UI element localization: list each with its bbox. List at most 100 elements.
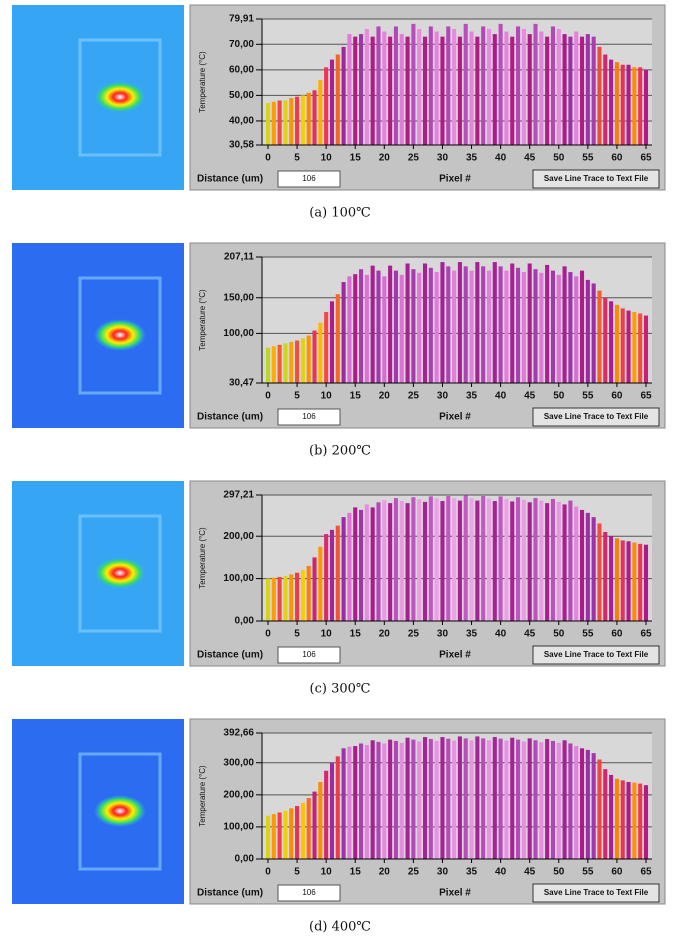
distance-value: 106	[302, 174, 316, 183]
save-button[interactable]	[532, 883, 660, 903]
x-tick-label: 50	[553, 153, 565, 164]
x-tick-label: 15	[350, 867, 362, 878]
bar	[364, 504, 369, 621]
bar	[620, 308, 625, 383]
bar	[504, 270, 509, 383]
bar	[452, 270, 457, 383]
bar	[539, 500, 544, 621]
x-tick-label: 55	[582, 391, 594, 402]
y-tick-label: 50,00	[229, 90, 254, 101]
bar	[620, 64, 625, 145]
bar	[446, 266, 451, 383]
bar	[277, 812, 282, 859]
bar	[370, 36, 375, 146]
save-button[interactable]	[532, 407, 660, 427]
bar	[603, 54, 608, 145]
distance-input[interactable]	[277, 884, 341, 902]
distance-input[interactable]	[277, 646, 341, 664]
distance-input[interactable]	[277, 408, 341, 426]
bar	[417, 741, 422, 859]
bar	[516, 497, 521, 621]
bar	[533, 498, 538, 621]
bar	[399, 34, 404, 146]
y-tick-label: 392,66	[223, 728, 254, 739]
bar	[469, 498, 474, 621]
save-button-label: Save Line Trace to Text File	[544, 888, 649, 897]
x-tick-label: 15	[350, 391, 362, 402]
bar	[550, 270, 555, 383]
bar	[603, 531, 608, 621]
bar	[382, 31, 387, 145]
x-tick-label: 50	[553, 629, 565, 640]
bar	[504, 498, 509, 621]
bar	[527, 34, 532, 146]
bar	[359, 34, 364, 146]
x-tick-label: 35	[466, 629, 478, 640]
bar	[545, 264, 550, 383]
caption: (d) 400℃	[309, 920, 371, 935]
bar	[300, 570, 305, 621]
bar	[626, 541, 631, 621]
bar	[568, 500, 573, 621]
bar	[469, 31, 474, 145]
distance-value: 106	[302, 888, 316, 897]
bar	[556, 501, 561, 621]
x-tick-label: 10	[321, 391, 333, 402]
bar	[475, 36, 480, 146]
thermal-frame	[78, 38, 162, 157]
x-tick-label: 40	[495, 391, 507, 402]
x-tick-label: 50	[553, 867, 565, 878]
bar	[434, 272, 439, 383]
distance-label: Distance (um)	[197, 174, 263, 185]
bar	[585, 749, 590, 859]
bar	[527, 263, 532, 383]
save-button-label: Save Line Trace to Text File	[544, 412, 649, 421]
distance-input[interactable]	[277, 170, 341, 188]
bar	[550, 498, 555, 621]
bar	[632, 542, 637, 621]
bar	[492, 501, 497, 621]
bar	[545, 503, 550, 621]
bar	[393, 270, 398, 383]
bar	[626, 781, 631, 859]
x-tick-label: 55	[582, 153, 594, 164]
save-button[interactable]	[532, 169, 660, 189]
y-tick-label: 207,11	[224, 252, 254, 263]
bar	[475, 500, 480, 621]
bar	[463, 738, 468, 859]
bar	[457, 736, 462, 859]
x-tick-label: 60	[611, 391, 623, 402]
bar	[376, 270, 381, 383]
hot-spot	[94, 81, 146, 113]
bar	[359, 509, 364, 621]
hot-spot	[94, 319, 146, 351]
bar	[562, 266, 567, 383]
bar	[318, 781, 323, 859]
bar	[620, 540, 625, 621]
x-tick-label: 35	[466, 391, 478, 402]
bar	[312, 557, 317, 621]
bar	[638, 313, 643, 383]
x-tick-label: 5	[294, 867, 300, 878]
bar	[295, 806, 300, 859]
y-tick-label: 0,00	[235, 616, 255, 627]
bar	[306, 335, 311, 383]
x-tick-label: 5	[294, 153, 300, 164]
y-tick-label: 100,00	[223, 328, 254, 339]
bar	[481, 26, 486, 145]
y-tick-label: 30,58	[229, 140, 254, 151]
bar	[614, 304, 619, 383]
x-tick-label: 20	[379, 391, 391, 402]
bar	[562, 740, 567, 859]
x-tick-label: 35	[466, 867, 478, 878]
save-button[interactable]	[532, 645, 660, 665]
bar	[300, 338, 305, 383]
bar	[318, 80, 323, 145]
bar	[440, 262, 445, 383]
bar	[568, 36, 573, 146]
x-tick-label: 60	[611, 867, 623, 878]
bar	[643, 785, 649, 859]
bar	[597, 523, 602, 621]
bar	[434, 740, 439, 859]
bar	[527, 502, 532, 621]
